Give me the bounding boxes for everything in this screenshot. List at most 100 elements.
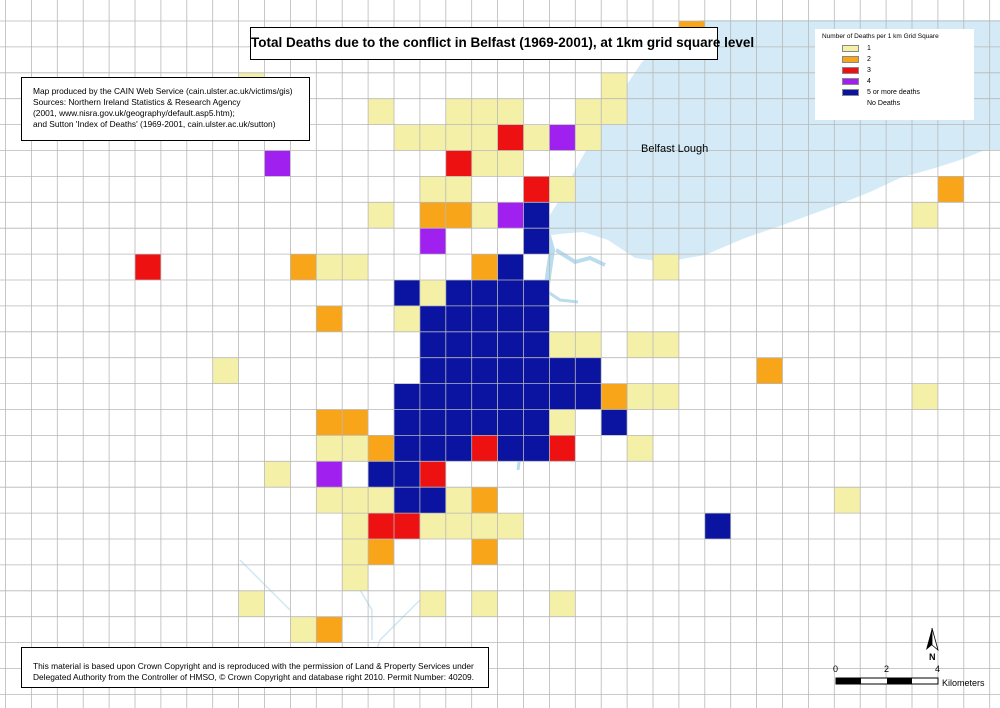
grid-square bbox=[445, 331, 472, 358]
grid-square bbox=[471, 513, 498, 539]
credit-line: and Sutton 'Index of Deaths' (1969-2001,… bbox=[33, 118, 276, 129]
copyright-line: This material is based upon Crown Copyri… bbox=[33, 661, 474, 671]
grid-square bbox=[575, 98, 602, 125]
grid-square bbox=[238, 590, 265, 617]
grid-square bbox=[342, 254, 369, 280]
grid-square bbox=[471, 539, 498, 565]
grid-square bbox=[445, 98, 472, 125]
scale-unit: Kilometers bbox=[942, 678, 985, 688]
grid-square bbox=[704, 513, 731, 539]
grid-square bbox=[549, 331, 576, 358]
grid-square bbox=[497, 435, 524, 462]
grid-square bbox=[497, 124, 524, 151]
grid-square bbox=[523, 228, 550, 255]
grid-square bbox=[471, 383, 498, 410]
grid-square bbox=[497, 357, 524, 384]
legend-swatch bbox=[842, 67, 859, 74]
legend-swatch bbox=[842, 45, 859, 52]
grid-square bbox=[419, 461, 446, 488]
scale-bar bbox=[835, 677, 939, 685]
legend-label: 1 bbox=[867, 45, 871, 52]
grid-square bbox=[471, 590, 498, 617]
grid-square bbox=[627, 331, 653, 358]
grid-square bbox=[497, 513, 524, 539]
grid-square bbox=[445, 383, 472, 410]
map-title: Total Deaths due to the conflict in Belf… bbox=[250, 27, 754, 60]
legend-item: No Deaths bbox=[822, 98, 974, 109]
grid-square bbox=[575, 124, 602, 151]
grid-square bbox=[523, 383, 550, 410]
grid-square bbox=[497, 150, 524, 177]
grid-square bbox=[419, 513, 446, 539]
grid-square bbox=[471, 331, 498, 358]
grid-square bbox=[549, 590, 576, 617]
grid-square bbox=[523, 280, 550, 306]
grid-square bbox=[394, 461, 420, 488]
grid-square bbox=[497, 280, 524, 306]
legend-title: Number of Deaths per 1 km Grid Square bbox=[822, 33, 939, 40]
grid-square bbox=[834, 487, 861, 514]
grid-square bbox=[627, 383, 653, 410]
grid-square bbox=[368, 487, 394, 514]
grid-square bbox=[575, 357, 602, 384]
grid-square bbox=[445, 409, 472, 436]
grid-square bbox=[394, 409, 420, 436]
grid-square bbox=[627, 435, 653, 462]
grid-square bbox=[601, 72, 628, 99]
grid-square bbox=[342, 564, 369, 591]
legend-item: 5 or more deaths bbox=[822, 87, 974, 98]
grid-square bbox=[316, 616, 343, 643]
grid-square bbox=[549, 176, 576, 203]
grid-square bbox=[316, 305, 343, 332]
grid-square bbox=[135, 254, 161, 280]
legend-swatch bbox=[842, 78, 859, 85]
grid-square bbox=[394, 124, 420, 151]
legend-item: 1 bbox=[822, 43, 974, 54]
grid-square bbox=[523, 305, 550, 332]
grid-square bbox=[419, 435, 446, 462]
grid-square bbox=[601, 383, 628, 410]
grid-square bbox=[445, 150, 472, 177]
grid-square bbox=[912, 383, 938, 410]
grid-square bbox=[445, 357, 472, 384]
grid-square bbox=[264, 150, 291, 177]
grid-square bbox=[419, 331, 446, 358]
grid-square bbox=[756, 357, 783, 384]
grid-square bbox=[523, 435, 550, 462]
grid-square bbox=[471, 357, 498, 384]
grid-square bbox=[653, 331, 679, 358]
grid-square bbox=[497, 254, 524, 280]
grid-square bbox=[937, 176, 964, 203]
grid-square bbox=[394, 383, 420, 410]
map-legend: Number of Deaths per 1 km Grid Square 1 2… bbox=[815, 29, 974, 120]
grid-square bbox=[368, 539, 394, 565]
grid-square bbox=[394, 280, 420, 306]
grid-square bbox=[549, 124, 576, 151]
credit-line: Sources: Northern Ireland Statistics & R… bbox=[33, 96, 241, 107]
grid-square bbox=[601, 409, 628, 436]
grid-square bbox=[316, 435, 343, 462]
north-arrow-icon bbox=[926, 627, 939, 652]
copyright-notice: This material is based upon Crown Copyri… bbox=[21, 647, 489, 688]
grid-square bbox=[316, 409, 343, 436]
grid-square bbox=[471, 409, 498, 436]
grid-square bbox=[368, 202, 394, 229]
grid-square bbox=[419, 357, 446, 384]
grid-square bbox=[523, 331, 550, 358]
grid-square bbox=[471, 202, 498, 229]
grid-square bbox=[471, 280, 498, 306]
grid-square bbox=[471, 98, 498, 125]
grid-square bbox=[419, 305, 446, 332]
belfast-lough-label: Belfast Lough bbox=[641, 143, 709, 155]
credits-box: Map produced by the CAIN Web Service (ca… bbox=[21, 77, 310, 141]
grid-square bbox=[575, 383, 602, 410]
grid-square bbox=[419, 487, 446, 514]
grid-square bbox=[549, 409, 576, 436]
legend-swatch bbox=[842, 100, 859, 107]
grid-square bbox=[342, 409, 369, 436]
grid-square bbox=[212, 357, 239, 384]
grid-square bbox=[368, 513, 394, 539]
grid-square bbox=[497, 98, 524, 125]
credit-line: Map produced by the CAIN Web Service (ca… bbox=[33, 86, 293, 96]
legend-label: 2 bbox=[867, 56, 871, 63]
